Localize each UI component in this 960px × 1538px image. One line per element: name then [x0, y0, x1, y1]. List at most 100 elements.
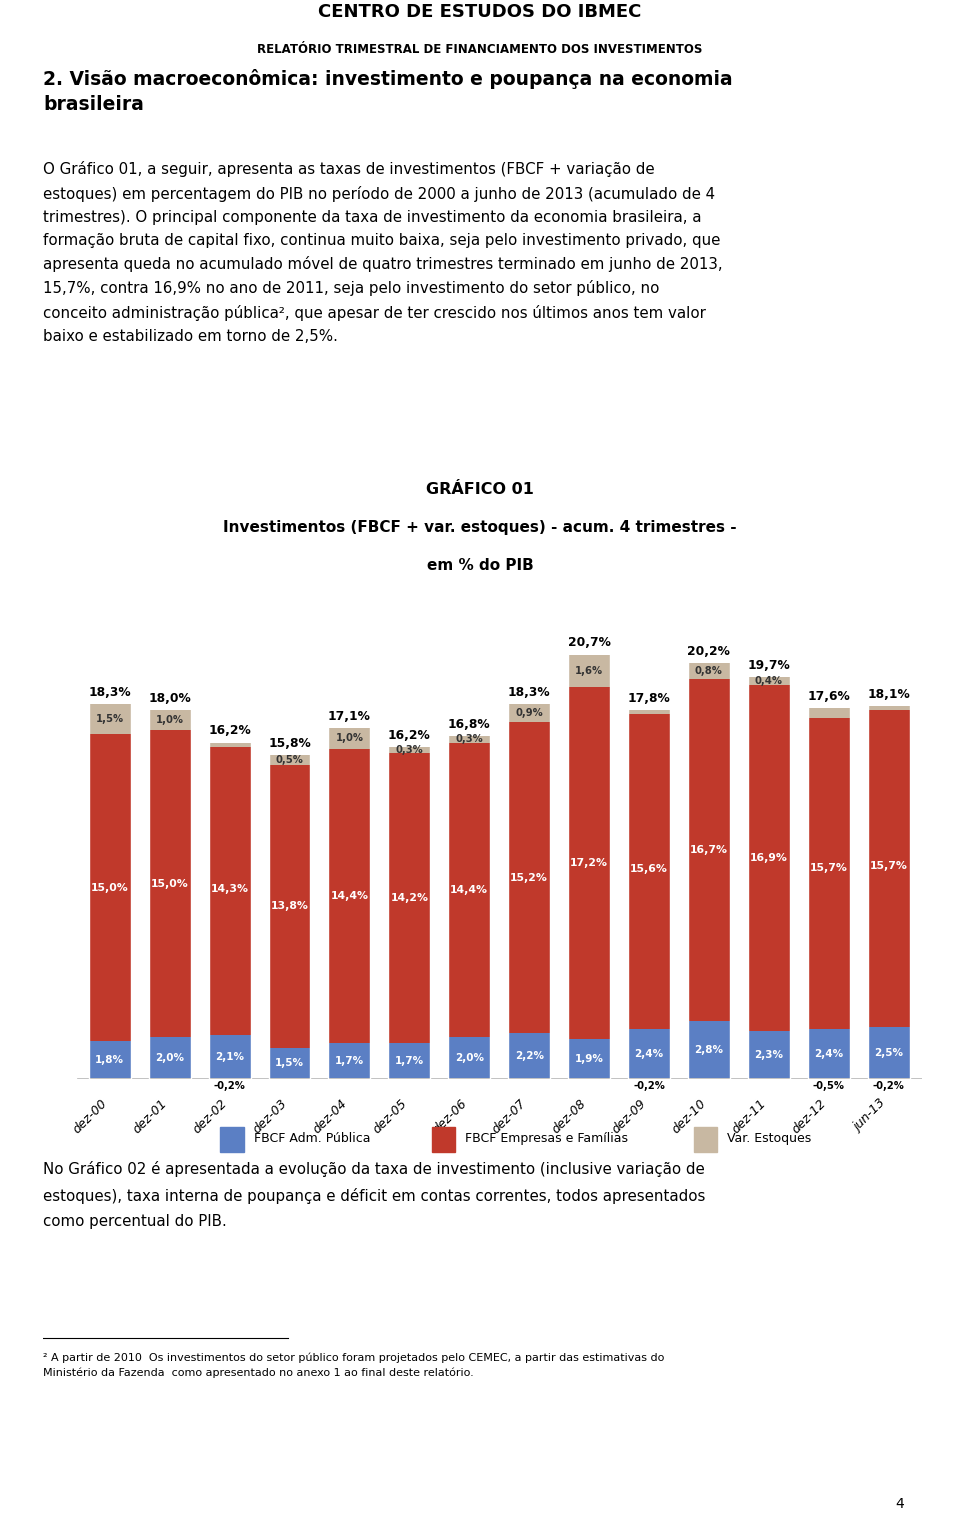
Bar	[328, 1043, 371, 1078]
Text: 2,8%: 2,8%	[694, 1044, 724, 1055]
Text: No Gráfico 02 é apresentada a evolução da taxa de investimento (inclusive variaç: No Gráfico 02 é apresentada a evolução d…	[43, 1161, 706, 1229]
Bar	[628, 711, 670, 714]
Text: 16,2%: 16,2%	[388, 729, 431, 741]
Bar	[208, 743, 251, 746]
Text: 0,3%: 0,3%	[396, 744, 423, 755]
Text: 17,1%: 17,1%	[328, 711, 371, 723]
Text: FBCF Empresas e Famílias: FBCF Empresas e Famílias	[466, 1132, 629, 1144]
Text: 0,9%: 0,9%	[516, 707, 543, 718]
Text: 2,3%: 2,3%	[755, 1049, 783, 1060]
Bar	[807, 707, 850, 718]
Text: 17,8%: 17,8%	[628, 692, 670, 704]
Bar	[868, 706, 910, 711]
Text: dez-08: dez-08	[550, 1097, 589, 1137]
Bar	[688, 680, 730, 1021]
Bar	[807, 1029, 850, 1078]
Bar	[448, 737, 491, 743]
Text: jun-13: jun-13	[852, 1097, 889, 1134]
Text: dez-11: dez-11	[730, 1097, 769, 1137]
Text: 2,2%: 2,2%	[515, 1050, 543, 1061]
Text: RELATÓRIO TRIMESTRAL DE FINANCIAMENTO DOS INVESTIMENTOS: RELATÓRIO TRIMESTRAL DE FINANCIAMENTO DO…	[257, 43, 703, 55]
Text: 17,6%: 17,6%	[807, 689, 851, 703]
Text: dez-02: dez-02	[190, 1097, 229, 1137]
Text: 2,1%: 2,1%	[215, 1052, 244, 1061]
Text: dez-12: dez-12	[789, 1097, 828, 1137]
Text: 1,7%: 1,7%	[395, 1055, 424, 1066]
Text: 2,0%: 2,0%	[455, 1052, 484, 1063]
Text: -0,2%: -0,2%	[633, 1081, 665, 1092]
Bar	[269, 755, 310, 764]
Text: dez-09: dez-09	[610, 1097, 649, 1137]
Text: 16,8%: 16,8%	[448, 718, 491, 731]
Bar	[688, 1021, 730, 1078]
Text: 16,7%: 16,7%	[690, 844, 728, 855]
Text: 2,4%: 2,4%	[814, 1049, 843, 1058]
Text: GRÁFICO 01: GRÁFICO 01	[426, 483, 534, 497]
Bar	[688, 663, 730, 680]
Text: 1,0%: 1,0%	[156, 715, 183, 724]
Text: 16,2%: 16,2%	[208, 724, 251, 737]
Text: 18,3%: 18,3%	[508, 686, 550, 698]
Bar	[628, 1029, 670, 1078]
Bar	[508, 721, 550, 1034]
Text: Investimentos (FBCF + var. estoques) - acum. 4 trimestres -: Investimentos (FBCF + var. estoques) - a…	[223, 520, 737, 535]
Bar	[748, 686, 790, 1030]
Text: 17,2%: 17,2%	[570, 858, 608, 869]
Bar	[149, 711, 191, 731]
Bar	[389, 1043, 430, 1078]
Text: 0,8%: 0,8%	[695, 666, 723, 675]
Text: 15,0%: 15,0%	[151, 878, 188, 889]
Bar	[508, 1034, 550, 1078]
Bar	[208, 1035, 251, 1078]
Text: 1,0%: 1,0%	[335, 734, 364, 743]
Bar	[269, 1047, 310, 1078]
Text: 20,7%: 20,7%	[567, 637, 611, 649]
Text: dez-05: dez-05	[370, 1097, 409, 1137]
Text: Var. Estoques: Var. Estoques	[728, 1132, 811, 1144]
Text: dez-01: dez-01	[131, 1097, 170, 1137]
Text: 0,5%: 0,5%	[276, 755, 303, 764]
Text: 0,4%: 0,4%	[755, 677, 782, 686]
Text: 18,0%: 18,0%	[148, 692, 191, 704]
Text: 0,3%: 0,3%	[455, 735, 483, 744]
Bar	[328, 727, 371, 749]
Text: -0,5%: -0,5%	[813, 1081, 845, 1092]
Bar	[88, 734, 131, 1041]
Text: O Gráfico 01, a seguir, apresenta as taxas de investimentos (FBCF + variação de
: O Gráfico 01, a seguir, apresenta as tax…	[43, 161, 723, 343]
Bar	[448, 1037, 491, 1078]
Text: 15,7%: 15,7%	[870, 861, 907, 872]
Text: 14,4%: 14,4%	[450, 884, 489, 895]
Text: 18,3%: 18,3%	[88, 686, 132, 698]
Text: 15,7%: 15,7%	[810, 863, 848, 874]
Bar	[568, 1040, 610, 1078]
Bar	[88, 704, 131, 734]
Text: 15,0%: 15,0%	[91, 883, 129, 894]
Text: 1,6%: 1,6%	[575, 666, 603, 675]
Text: 18,1%: 18,1%	[867, 687, 910, 701]
Bar	[448, 743, 491, 1037]
Bar	[508, 704, 550, 721]
Text: 1,7%: 1,7%	[335, 1055, 364, 1066]
Text: 16,9%: 16,9%	[750, 854, 788, 863]
Text: 13,8%: 13,8%	[271, 901, 308, 912]
Text: 14,3%: 14,3%	[210, 884, 249, 894]
Bar	[221, 1126, 244, 1152]
Bar	[568, 655, 610, 687]
Bar	[208, 743, 251, 1035]
Text: 2,5%: 2,5%	[875, 1047, 903, 1058]
Bar	[568, 687, 610, 1040]
Text: dez-04: dez-04	[310, 1097, 349, 1137]
Bar	[149, 1037, 191, 1078]
Bar	[88, 1041, 131, 1078]
Text: dez-10: dez-10	[669, 1097, 708, 1137]
Text: dez-00: dez-00	[70, 1097, 109, 1137]
Bar	[868, 1027, 910, 1078]
Text: em % do PIB: em % do PIB	[426, 558, 534, 572]
Bar	[868, 706, 910, 1027]
Text: 4: 4	[895, 1496, 903, 1512]
Bar	[432, 1126, 455, 1152]
Text: -0,2%: -0,2%	[214, 1081, 246, 1092]
Bar	[748, 677, 790, 686]
Text: 2. Visão macroeconômica: investimento e poupança na economia
brasileira: 2. Visão macroeconômica: investimento e …	[43, 69, 732, 114]
Bar	[328, 749, 371, 1043]
